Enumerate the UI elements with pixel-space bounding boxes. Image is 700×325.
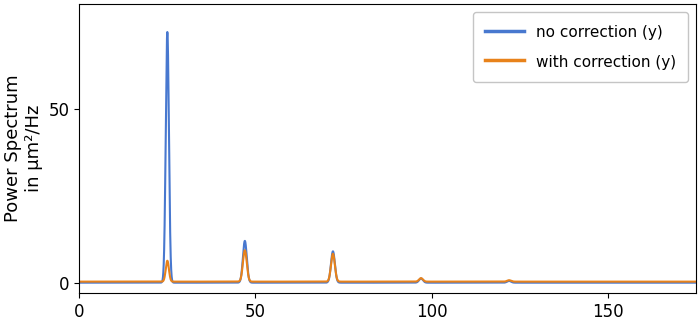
no correction (y)	[408, 281, 416, 285]
with correction (y)	[230, 280, 239, 284]
no correction (y)	[163, 30, 172, 34]
no correction (y)	[466, 281, 474, 285]
no correction (y)	[75, 281, 83, 285]
with correction (y)	[75, 280, 83, 284]
Line: with correction (y): with correction (y)	[79, 250, 700, 282]
with correction (y)	[408, 280, 416, 284]
with correction (y)	[445, 280, 454, 284]
Line: no correction (y): no correction (y)	[79, 32, 700, 283]
no correction (y)	[445, 281, 454, 285]
no correction (y)	[253, 281, 262, 285]
with correction (y)	[253, 280, 262, 284]
no correction (y)	[225, 281, 233, 285]
with correction (y)	[241, 248, 249, 252]
Y-axis label: Power Spectrum
in μm²/Hz: Power Spectrum in μm²/Hz	[4, 75, 43, 222]
with correction (y)	[225, 280, 233, 284]
with correction (y)	[466, 280, 474, 284]
no correction (y)	[230, 281, 239, 285]
Legend: no correction (y), with correction (y): no correction (y), with correction (y)	[473, 12, 688, 82]
